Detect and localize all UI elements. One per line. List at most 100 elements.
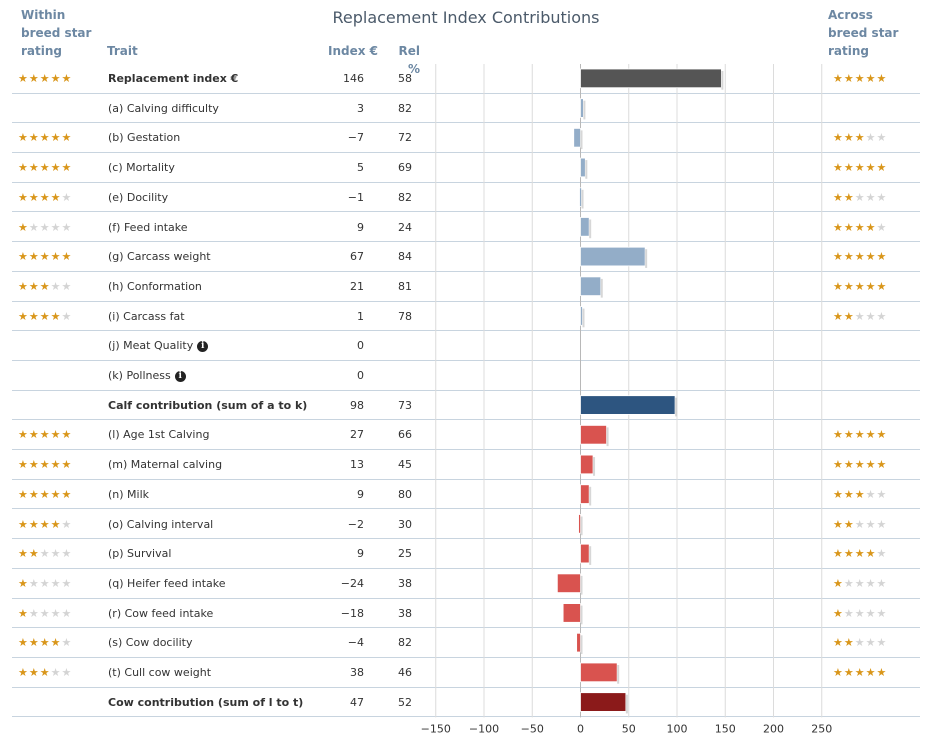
table-row: ★★★★★ (s) Cow docility −4 82 ★★★★★: [12, 628, 920, 658]
index-value: −18: [340, 606, 364, 620]
within-star-icon: ★: [61, 517, 73, 531]
within-star-icon: ★: [39, 636, 51, 650]
across-star-icon: ★: [833, 309, 844, 323]
within-star-icon: ★: [28, 666, 40, 679]
trait-label: (l) Age 1st Calving: [108, 428, 210, 442]
across-star-icon: ★: [865, 428, 877, 442]
within-star-rating: ★★★★★: [18, 213, 72, 242]
across-star-icon: ★: [865, 220, 877, 234]
table-row: ★★★★★ (i) Carcass fat 1 78 ★★★★★: [12, 302, 920, 332]
within-star-icon: ★: [18, 458, 29, 472]
within-star-icon: ★: [61, 576, 73, 590]
trait-name: (k) Pollness i: [108, 361, 186, 390]
bar: [580, 157, 586, 178]
across-star-icon: ★: [854, 428, 866, 442]
chart-title: Replacement Index Contributions: [332, 8, 600, 27]
table-row: ★★★★★ (c) Mortality 5 69 ★★★★★: [12, 153, 920, 183]
trait-label: (b) Gestation: [108, 131, 181, 145]
trait-label: (q) Heifer feed intake: [108, 576, 226, 590]
trait-name: (l) Age 1st Calving: [108, 420, 209, 449]
within-star-icon: ★: [61, 547, 73, 561]
across-star-rating: ★★★★★: [833, 123, 887, 152]
across-star-icon: ★: [854, 190, 866, 204]
trait-label: (f) Feed intake: [108, 220, 188, 234]
across-star-icon: ★: [833, 279, 844, 293]
reliability-value: 80: [398, 487, 412, 501]
bar: [556, 573, 581, 594]
trait-name: (h) Conformation: [108, 272, 202, 301]
within-star-rating: ★★★★★: [18, 242, 72, 271]
bar-shadow: [583, 100, 586, 120]
within-star-icon: ★: [61, 250, 73, 264]
within-star-icon: ★: [39, 606, 51, 620]
across-star-icon: ★: [876, 161, 888, 175]
within-star-icon: ★: [39, 458, 51, 472]
info-icon[interactable]: i: [197, 341, 209, 353]
reliability-value: 46: [398, 666, 412, 679]
index-value: −2: [347, 517, 364, 531]
across-star-icon: ★: [833, 487, 844, 501]
bar-shadow: [589, 486, 592, 506]
within-star-icon: ★: [61, 72, 73, 85]
within-star-icon: ★: [39, 72, 51, 85]
table-row: (k) Pollness i 0: [12, 361, 920, 391]
reliability-value: 30: [398, 517, 412, 531]
x-tick-label: −100: [469, 722, 499, 735]
across-star-icon: ★: [833, 131, 844, 145]
within-star-icon: ★: [28, 161, 40, 175]
trait-name: Calf contribution (sum of a to k): [108, 391, 307, 420]
across-star-rating: ★★★★★: [833, 599, 887, 628]
across-star-icon: ★: [843, 131, 855, 145]
within-star-rating: ★★★★★: [18, 628, 72, 657]
across-star-icon: ★: [833, 606, 844, 620]
within-star-rating: ★★★★★: [18, 599, 72, 628]
within-star-icon: ★: [50, 636, 62, 650]
across-star-icon: ★: [843, 606, 855, 620]
bar-shadow: [675, 397, 678, 417]
across-star-icon: ★: [833, 428, 844, 442]
within-star-icon: ★: [39, 487, 51, 501]
across-star-icon: ★: [876, 576, 888, 590]
across-star-rating: ★★★★★: [833, 242, 887, 271]
bar: [578, 514, 581, 534]
index-value: 38: [350, 666, 364, 679]
table-row: ★★★★★ (p) Survival 9 25 ★★★★★: [12, 539, 920, 569]
within-star-icon: ★: [39, 309, 51, 323]
bar-shadow: [617, 665, 620, 684]
index-value: 9: [357, 547, 364, 561]
across-star-icon: ★: [876, 131, 888, 145]
bar-shadow: [580, 605, 583, 625]
rel-header: Rel %: [398, 44, 421, 76]
across-star-icon: ★: [865, 606, 877, 620]
index-value: 13: [350, 458, 364, 472]
trait-label: (n) Milk: [108, 487, 150, 501]
bar: [562, 603, 581, 623]
across-star-rating: ★★★★★: [833, 628, 887, 657]
table-row: ★★★★★ (r) Cow feed intake −18 38 ★★★★★: [12, 599, 920, 629]
within-star-icon: ★: [50, 220, 62, 234]
across-star-icon: ★: [865, 487, 877, 501]
across-star-rating: ★★★★★: [833, 539, 887, 568]
across-star-icon: ★: [865, 309, 877, 323]
info-icon[interactable]: i: [174, 371, 186, 382]
trait-label: (m) Maternal calving: [108, 458, 223, 472]
within-star-icon: ★: [18, 279, 29, 293]
index-header: Index €: [327, 44, 378, 58]
across-star-rating: ★★★★★: [833, 480, 887, 509]
table-row: ★★★★★ (o) Calving interval −2 30 ★★★★★: [12, 510, 920, 540]
across-star-icon: ★: [876, 220, 888, 234]
across-star-icon: ★: [843, 161, 855, 175]
across-star-icon: ★: [833, 636, 844, 650]
within-star-icon: ★: [18, 72, 29, 85]
trait-label: (j) Meat Quality: [108, 339, 194, 353]
across-star-rating: ★★★★★: [833, 213, 887, 242]
trait-label: (a) Calving difficulty: [108, 101, 219, 115]
trait-label: (e) Docility: [108, 190, 169, 204]
within-star-icon: ★: [61, 458, 73, 472]
trait-name: (c) Mortality: [108, 153, 175, 182]
reliability-value: 82: [398, 190, 412, 204]
trait-name: (s) Cow docility: [108, 628, 192, 657]
x-tick-label: 150: [715, 722, 736, 735]
across-star-icon: ★: [865, 666, 877, 679]
within-star-icon: ★: [18, 220, 29, 234]
